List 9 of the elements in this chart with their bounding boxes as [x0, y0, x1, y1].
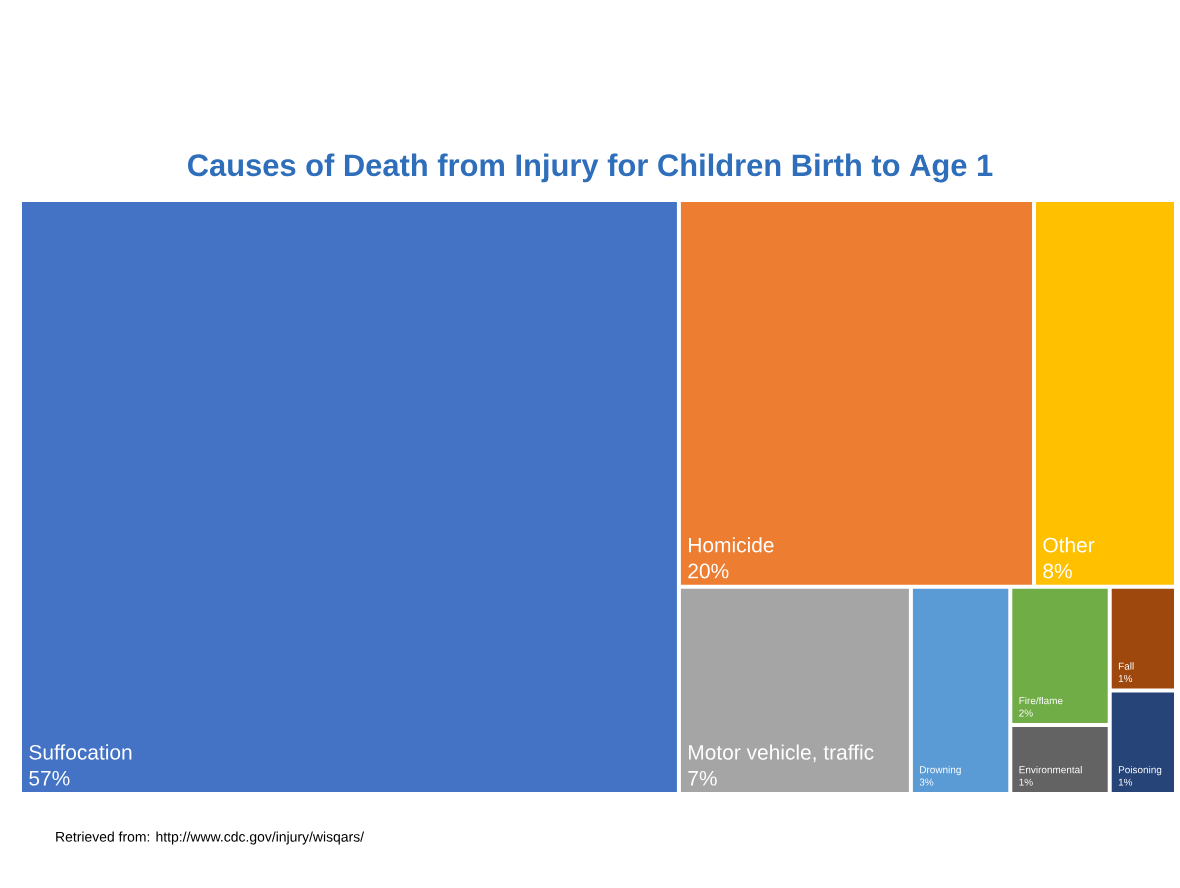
- data-label: 57%: [29, 770, 70, 786]
- text: Causes of Death from Injury for Children Birth to Age 1: [188, 153, 993, 183]
- category-label: Homicide: [689, 537, 774, 553]
- data-label: 20%: [688, 563, 729, 579]
- data-label: 8%: [1043, 563, 1072, 579]
- category-label: Suffocation: [29, 744, 132, 760]
- category-label: Other: [1043, 537, 1095, 553]
- category-label: Motor vehicle, traffic: [689, 744, 874, 763]
- data-label: 7%: [688, 770, 717, 786]
